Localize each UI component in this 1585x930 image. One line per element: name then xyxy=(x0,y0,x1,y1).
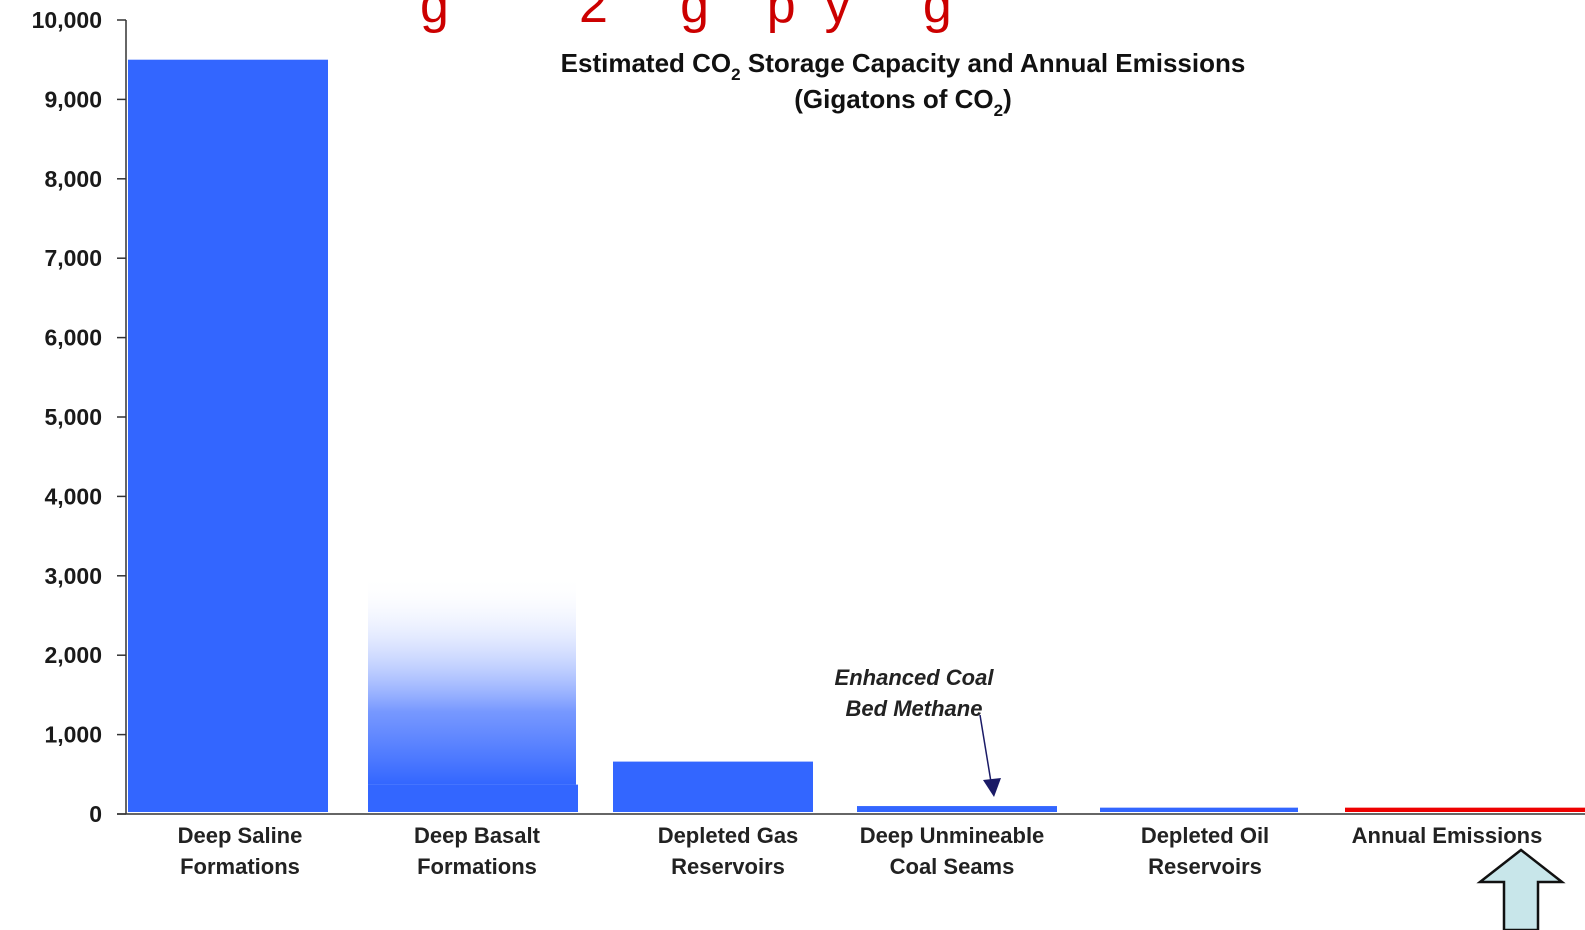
y-tick-label: 3,000 xyxy=(44,563,102,589)
category-label: Depleted Oil Reservoirs xyxy=(1141,823,1269,879)
bar-range-gradient xyxy=(368,575,576,785)
category-label: Deep Basalt Formations xyxy=(414,823,541,879)
chart-title-line2: (Gigatons of CO2) xyxy=(794,84,1011,120)
category-label-line: Annual Emissions xyxy=(1352,823,1543,848)
category-label-line: Formations xyxy=(417,854,537,879)
annotation-line2: Bed Methane xyxy=(846,696,983,721)
category-label-line: Depleted Gas xyxy=(658,823,799,848)
bars-group xyxy=(128,59,1585,812)
chart-title-line1: Estimated CO2 Storage Capacity and Annua… xyxy=(561,48,1246,84)
y-tick-label: 1,000 xyxy=(44,722,102,748)
annotation-line1: Enhanced Coal xyxy=(835,665,995,690)
y-tick-label: 5,000 xyxy=(44,404,102,430)
category-label: Depleted Gas Reservoirs xyxy=(658,823,799,879)
y-tick-label: 8,000 xyxy=(44,166,102,192)
category-label-line: Formations xyxy=(180,854,300,879)
y-tick-label: 6,000 xyxy=(44,325,102,351)
annotation-arrow-head xyxy=(983,778,1001,797)
category-label: Deep Unmineable Coal Seams xyxy=(860,823,1045,879)
bar xyxy=(368,784,578,812)
annotation-ecbm: Enhanced Coal Bed Methane xyxy=(835,665,1001,797)
bar xyxy=(613,761,813,812)
chart-title-line2-sub: 2 xyxy=(994,101,1003,120)
category-label-line: Deep Saline xyxy=(178,823,303,848)
category-label-line: Depleted Oil xyxy=(1141,823,1269,848)
y-axis-ticks: 0 1,000 2,000 3,000 4,000 5,000 6,000 7,000 8,00… xyxy=(32,7,126,827)
chart-title-line2-pre: (Gigatons of CO xyxy=(794,84,993,114)
y-tick-label: 10,000 xyxy=(32,7,102,33)
bar xyxy=(128,59,328,812)
y-tick-label: 2,000 xyxy=(44,642,102,668)
y-tick-label: 4,000 xyxy=(44,483,102,509)
bar-annual-emissions xyxy=(1345,807,1585,812)
chart-title-line1-pre: Estimated CO xyxy=(561,48,732,78)
chart-title-line1-post: Storage Capacity and Annual Emissions xyxy=(741,48,1246,78)
y-tick-label: 9,000 xyxy=(44,86,102,112)
category-label-line: Reservoirs xyxy=(671,854,785,879)
annotation-arrow-line xyxy=(979,714,992,783)
slide-heading-fragment: g 2 g p y g xyxy=(420,0,952,34)
category-label-annual-emissions: Annual Emissions xyxy=(1352,823,1543,848)
category-label: Deep Saline Formations xyxy=(178,823,303,879)
bar xyxy=(857,806,1057,812)
bar xyxy=(1100,807,1298,812)
y-tick-label: 7,000 xyxy=(44,245,102,271)
category-label-line: Deep Unmineable xyxy=(860,823,1045,848)
up-arrow-icon xyxy=(1476,848,1566,930)
chart-title-line2-post: ) xyxy=(1003,84,1012,114)
x-axis-labels: Deep Saline Formations Deep Basalt Formatio… xyxy=(178,823,1543,879)
y-tick-label: 0 xyxy=(89,801,102,827)
category-label-line: Deep Basalt xyxy=(414,823,541,848)
chart-title-line1-sub: 2 xyxy=(731,65,740,84)
category-label-line: Reservoirs xyxy=(1148,854,1262,879)
category-label-line: Coal Seams xyxy=(890,854,1015,879)
